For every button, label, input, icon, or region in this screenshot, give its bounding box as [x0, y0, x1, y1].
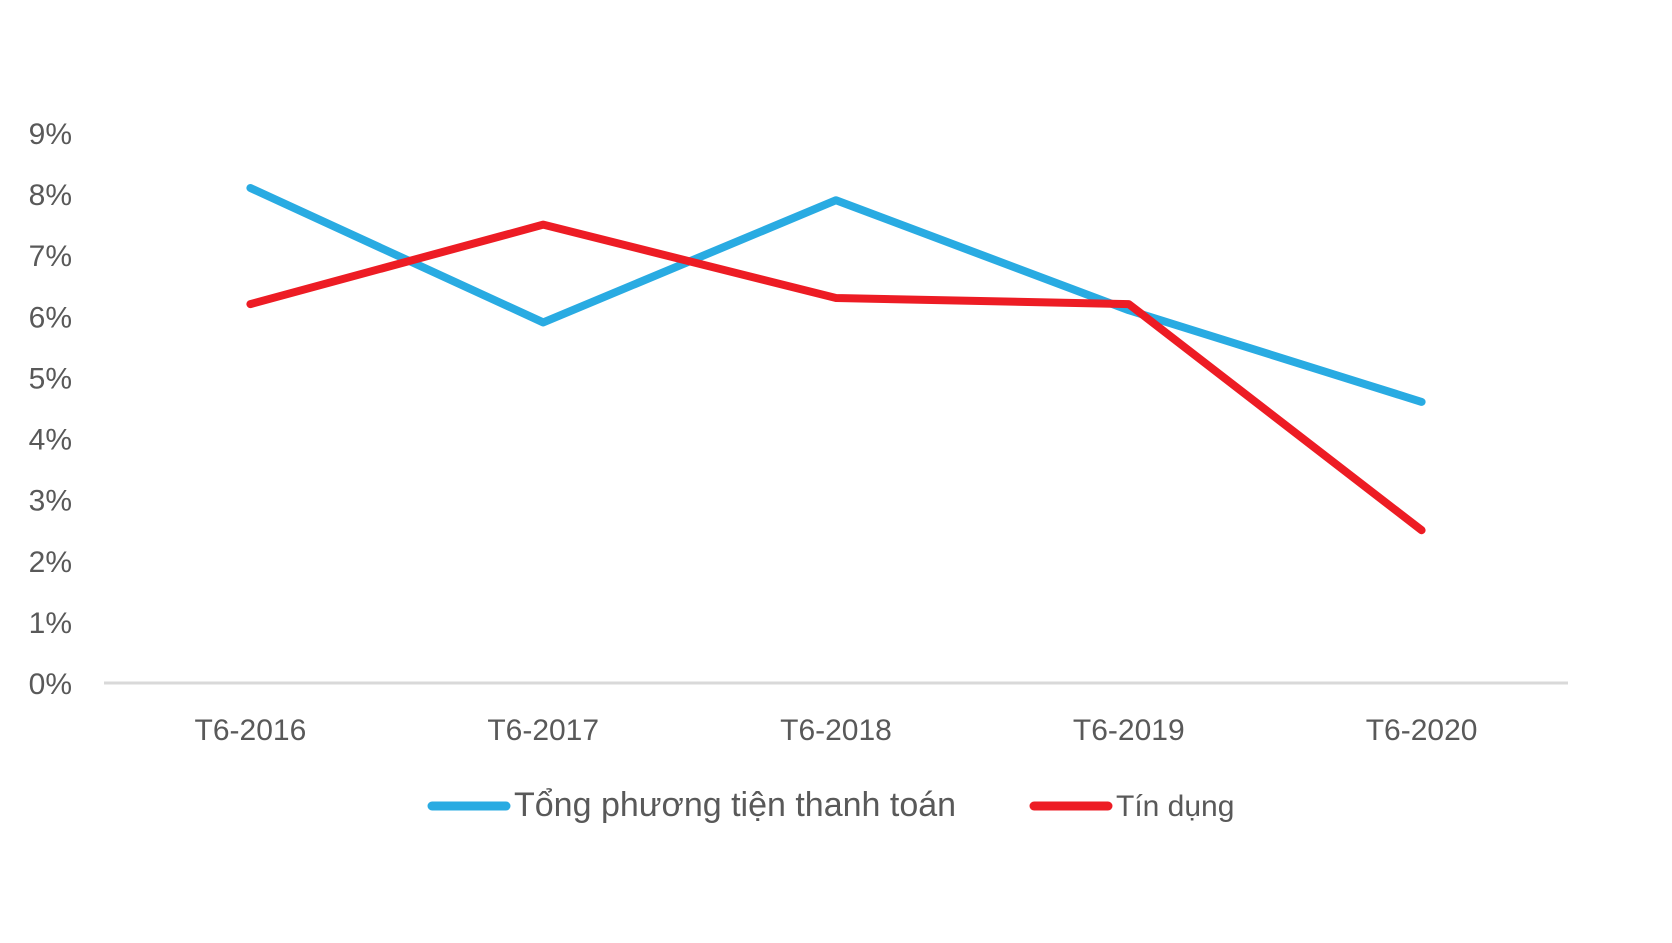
x-axis-ticks: T6-2016 T6-2017 T6-2018 T6-2019 T6-2020: [195, 714, 1478, 747]
y-tick-label: 2%: [29, 546, 72, 579]
y-tick-label: 1%: [29, 607, 72, 640]
y-axis-ticks: 0% 1% 2% 3% 4% 5% 6% 7% 8% 9%: [29, 118, 72, 701]
y-tick-label: 0%: [29, 668, 72, 701]
x-tick-label: T6-2020: [1366, 714, 1478, 747]
y-tick-label: 3%: [29, 485, 72, 518]
y-tick-label: 5%: [29, 362, 72, 395]
x-tick-label: T6-2019: [1073, 714, 1185, 747]
legend-label-tin-dung: Tín dụng: [1116, 790, 1234, 823]
y-tick-label: 9%: [29, 118, 72, 151]
x-tick-label: T6-2016: [195, 714, 307, 747]
x-tick-label: T6-2018: [780, 714, 892, 747]
legend-label-tong-phuong-tien: Tổng phương tiện thanh toán: [514, 786, 956, 824]
series-lines: [250, 188, 1421, 530]
legend: Tổng phương tiện thanh toán Tín dụng: [432, 786, 1234, 824]
x-tick-label: T6-2017: [487, 714, 599, 747]
y-tick-label: 8%: [29, 179, 72, 212]
y-tick-label: 4%: [29, 424, 72, 457]
y-tick-label: 6%: [29, 301, 72, 334]
y-tick-label: 7%: [29, 240, 72, 273]
